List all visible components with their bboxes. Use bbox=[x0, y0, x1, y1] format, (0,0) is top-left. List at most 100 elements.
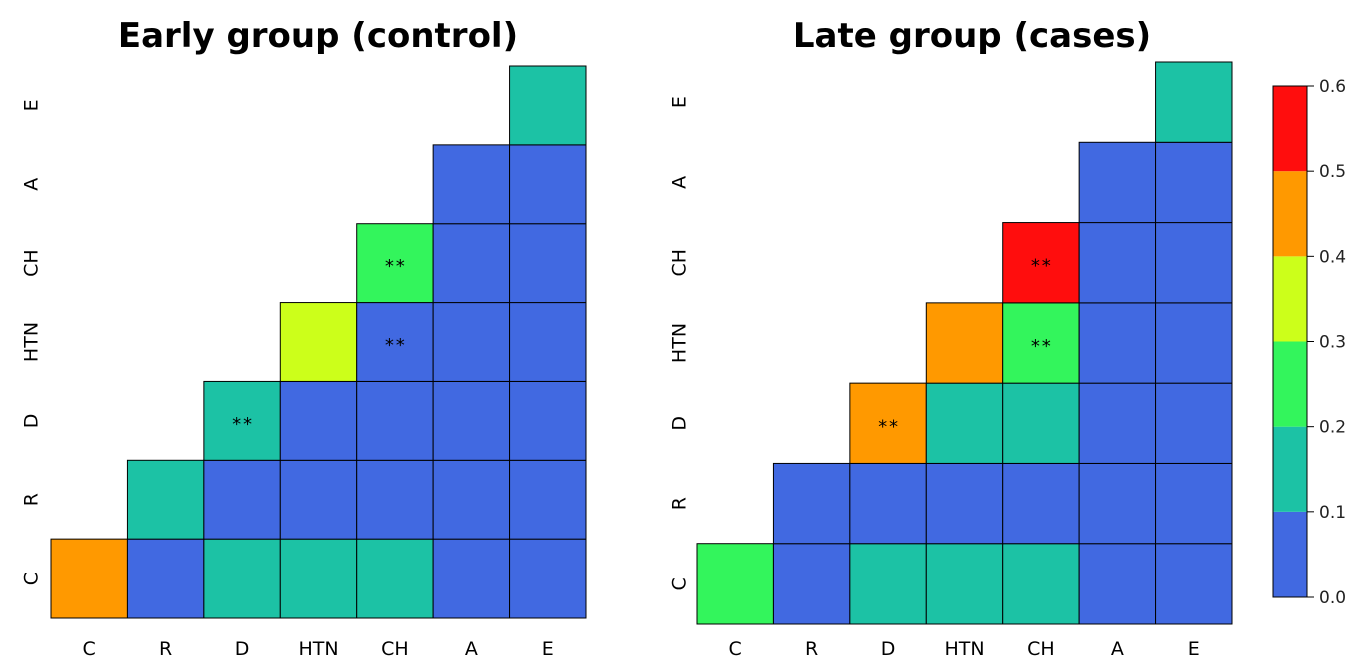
heatmap-cell-htn-c bbox=[279, 538, 358, 619]
y-tick-label: A bbox=[669, 176, 691, 189]
y-tick-label: D bbox=[669, 416, 691, 431]
x-tick-label: R bbox=[159, 638, 172, 660]
y-tick-label: C bbox=[21, 572, 43, 585]
heatmap-cell-d-r bbox=[203, 459, 281, 540]
heatmap-cell-r-r bbox=[126, 459, 205, 540]
heatmap-cell-a-a bbox=[432, 144, 511, 225]
heatmap-cell-a-c bbox=[1078, 543, 1157, 625]
significance-marker: ** bbox=[231, 414, 253, 435]
heatmap-cell-htn-r bbox=[925, 462, 1004, 545]
heatmap-cell-e-htn bbox=[1155, 302, 1233, 384]
heatmap-cell-ch-htn bbox=[1002, 302, 1080, 384]
significance-marker: ** bbox=[1030, 336, 1052, 357]
heatmap-early: ** ** ** C R D HTN CH A E C R D HTN CH A E bbox=[21, 65, 587, 660]
x-tick-label: C bbox=[729, 638, 742, 660]
significance-marker: ** bbox=[1030, 256, 1052, 277]
heatmap-cell-d-d bbox=[849, 382, 927, 464]
x-tick-label: D bbox=[235, 638, 250, 660]
x-tick-label: E bbox=[542, 638, 554, 660]
colorbar-tick-label: 0.0 bbox=[1319, 588, 1346, 608]
y-tick-label: D bbox=[21, 414, 43, 429]
colorbar-bin bbox=[1273, 86, 1307, 172]
heatmap-cell-d-d bbox=[203, 380, 281, 461]
heatmap-cell-ch-r bbox=[356, 459, 434, 540]
colorbar-bin bbox=[1273, 256, 1307, 342]
heatmap-cell-ch-ch bbox=[1002, 222, 1080, 304]
heatmap-cell-e-a bbox=[509, 144, 587, 225]
heatmap-cell-ch-d bbox=[1002, 382, 1080, 464]
heatmap-cell-r-r bbox=[772, 462, 851, 545]
heatmap-cell-r-c bbox=[126, 538, 205, 619]
x-tick-label: A bbox=[465, 638, 478, 660]
heatmap-cell-a-r bbox=[432, 459, 511, 540]
heatmap-cell-a-d bbox=[1078, 382, 1157, 464]
x-tick-label: R bbox=[805, 638, 818, 660]
colorbar-tick-label: 0.5 bbox=[1319, 162, 1346, 182]
heatmap-cell-a-r bbox=[1078, 462, 1157, 545]
colorbar-tick-label: 0.6 bbox=[1319, 77, 1346, 97]
heatmap-cell-a-htn bbox=[1078, 302, 1157, 384]
heatmap-cell-c-c bbox=[50, 538, 128, 619]
colorbar-bin bbox=[1273, 171, 1307, 257]
x-tick-label: CH bbox=[1027, 638, 1055, 660]
x-tick-label: HTN bbox=[298, 638, 338, 660]
heatmap-cell-a-c bbox=[432, 538, 511, 619]
heatmap-cell-htn-htn bbox=[925, 302, 1004, 384]
y-tick-label: A bbox=[21, 178, 43, 191]
heatmap-cell-ch-r bbox=[1002, 462, 1080, 545]
heatmap-cell-ch-c bbox=[356, 538, 434, 619]
colorbar-bin bbox=[1273, 511, 1307, 597]
x-tick-label: HTN bbox=[944, 638, 984, 660]
x-tick-label: CH bbox=[381, 638, 409, 660]
heatmap-cell-ch-d bbox=[356, 380, 434, 461]
heatmap-cell-e-a bbox=[1155, 141, 1233, 224]
x-tick-label: E bbox=[1188, 638, 1200, 660]
heatmap-cell-d-r bbox=[849, 462, 927, 545]
x-tick-label: C bbox=[83, 638, 96, 660]
colorbar-tick-label: 0.1 bbox=[1319, 503, 1346, 523]
heatmap-cell-e-c bbox=[1155, 543, 1233, 625]
heatmap-cell-ch-htn bbox=[356, 302, 434, 382]
heatmap-cell-a-ch bbox=[1078, 222, 1157, 304]
colorbar-tick-label: 0.2 bbox=[1319, 418, 1346, 438]
colorbar-bin bbox=[1273, 341, 1307, 427]
heatmap-late: ** ** ** C R D HTN CH A E C R D HTN CH A E bbox=[669, 61, 1233, 660]
heatmap-cell-ch-ch bbox=[356, 223, 434, 304]
colorbar-bin bbox=[1273, 426, 1307, 512]
heatmap-cell-e-htn bbox=[509, 302, 587, 382]
heatmap-cell-d-c bbox=[203, 538, 281, 619]
y-tick-label: CH bbox=[21, 249, 43, 277]
y-tick-label: CH bbox=[669, 249, 691, 277]
chart-title-early: Early group (control) bbox=[118, 16, 518, 56]
significance-marker: ** bbox=[384, 335, 406, 356]
heatmap-cell-e-e bbox=[509, 65, 587, 146]
heatmap-cell-d-c bbox=[849, 543, 927, 625]
chart-title-late: Late group (cases) bbox=[793, 16, 1151, 56]
x-tick-label: D bbox=[881, 638, 896, 660]
heatmap-cell-e-d bbox=[1155, 382, 1233, 464]
heatmap-cell-htn-d bbox=[279, 380, 358, 461]
heatmap-cell-htn-d bbox=[925, 382, 1004, 464]
heatmap-cell-e-r bbox=[509, 459, 587, 540]
heatmap-cell-a-ch bbox=[432, 223, 511, 304]
y-tick-label: C bbox=[669, 577, 691, 590]
heatmap-cell-htn-htn bbox=[279, 302, 358, 382]
y-tick-label: R bbox=[669, 497, 691, 510]
x-tick-label: A bbox=[1111, 638, 1124, 660]
y-tick-label: HTN bbox=[669, 323, 691, 363]
heatmap-cell-a-d bbox=[432, 380, 511, 461]
heatmap-cell-c-c bbox=[696, 543, 774, 625]
heatmap-cell-e-ch bbox=[1155, 222, 1233, 304]
heatmap-cell-e-d bbox=[509, 380, 587, 461]
significance-marker: ** bbox=[877, 416, 899, 437]
heatmap-cell-htn-c bbox=[925, 543, 1004, 625]
colorbar-tick-label: 0.3 bbox=[1319, 333, 1346, 353]
significance-marker: ** bbox=[384, 256, 406, 277]
colorbar-tick-label: 0.4 bbox=[1319, 247, 1346, 267]
y-tick-label: E bbox=[21, 99, 43, 111]
y-tick-label: HTN bbox=[21, 322, 43, 362]
heatmap-cell-e-c bbox=[509, 538, 587, 619]
heatmap-cell-e-r bbox=[1155, 462, 1233, 545]
heatmap-cell-a-a bbox=[1078, 141, 1157, 224]
